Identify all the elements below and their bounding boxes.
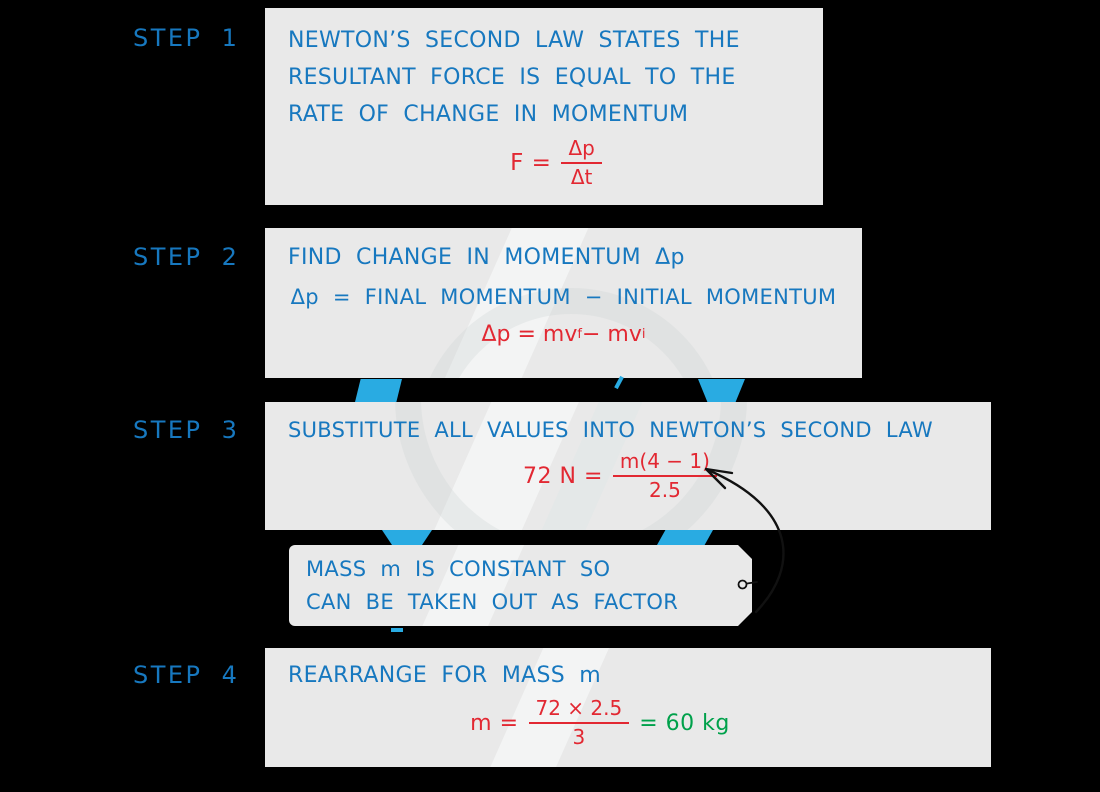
fraction-numerator: 72 × 2.5 xyxy=(528,697,630,724)
step-4-box: REARRANGE FOR MASS m m = 72 × 2.5 3 = 60… xyxy=(265,648,991,767)
step-2-heading: FIND CHANGE IN MOMENTUM Δp xyxy=(288,245,685,270)
formula-pre: Δp = mv xyxy=(481,322,578,347)
step-4-formula: m = 72 × 2.5 3 = 60 kg xyxy=(265,697,963,749)
step-1-line: RATE OF CHANGE IN MOMENTUM xyxy=(288,102,689,127)
step-4-label: STEP 4 xyxy=(133,661,240,689)
step-1-label: STEP 1 xyxy=(133,24,240,52)
step-4-heading: REARRANGE FOR MASS m xyxy=(288,663,601,688)
step-2-label: STEP 2 xyxy=(133,243,240,271)
flow-connector xyxy=(657,530,713,545)
flow-connector xyxy=(355,379,402,402)
fraction-numerator: Δp xyxy=(561,137,602,164)
formula-subscript: i xyxy=(641,327,646,342)
fraction-denominator: Δt xyxy=(570,165,593,189)
step-3-heading: SUBSTITUTE ALL VALUES INTO NEWTON’S SECO… xyxy=(288,418,933,442)
fraction: m(4 − 1) 2.5 xyxy=(612,450,717,502)
fraction-denominator: 3 xyxy=(572,725,586,749)
note-tag: MASS m IS CONSTANT SO CAN BE TAKEN OUT A… xyxy=(289,545,752,626)
note-line: CAN BE TAKEN OUT AS FACTOR xyxy=(306,590,679,614)
step-1-line: RESULTANT FORCE IS EQUAL TO THE xyxy=(288,65,736,90)
flow-connector xyxy=(698,379,745,402)
formula-lhs: m = xyxy=(470,710,519,736)
flow-connector xyxy=(382,530,432,545)
formula-lhs: 72 N = xyxy=(523,463,603,489)
step-3-box: SUBSTITUTE ALL VALUES INTO NEWTON’S SECO… xyxy=(265,402,991,530)
step-3-label: STEP 3 xyxy=(133,416,240,444)
step-1-formula: F = Δp Δt xyxy=(277,137,823,189)
step-3-formula: 72 N = m(4 − 1) 2.5 xyxy=(265,450,983,502)
step-2-subline: Δp = FINAL MOMENTUM − INITIAL MOMENTUM xyxy=(290,285,837,309)
fraction: 72 × 2.5 3 xyxy=(528,697,630,749)
fraction-numerator: m(4 − 1) xyxy=(612,450,717,477)
formula-mid: − mv xyxy=(581,322,642,347)
note-line: MASS m IS CONSTANT SO xyxy=(306,557,611,581)
formula-lhs: F = xyxy=(510,150,552,176)
step-2-box: FIND CHANGE IN MOMENTUM Δp Δp = FINAL MO… xyxy=(265,228,862,378)
step-1-line: NEWTON’S SECOND LAW STATES THE xyxy=(288,28,740,53)
flow-connector-stub xyxy=(391,628,403,632)
fraction-denominator: 2.5 xyxy=(649,478,681,502)
step-1-box: NEWTON’S SECOND LAW STATES THE RESULTANT… xyxy=(265,8,823,205)
formula-result: = 60 kg xyxy=(639,710,730,736)
step-2-formula: Δp = mv f − mv i xyxy=(265,322,862,347)
fraction: Δp Δt xyxy=(561,137,602,189)
